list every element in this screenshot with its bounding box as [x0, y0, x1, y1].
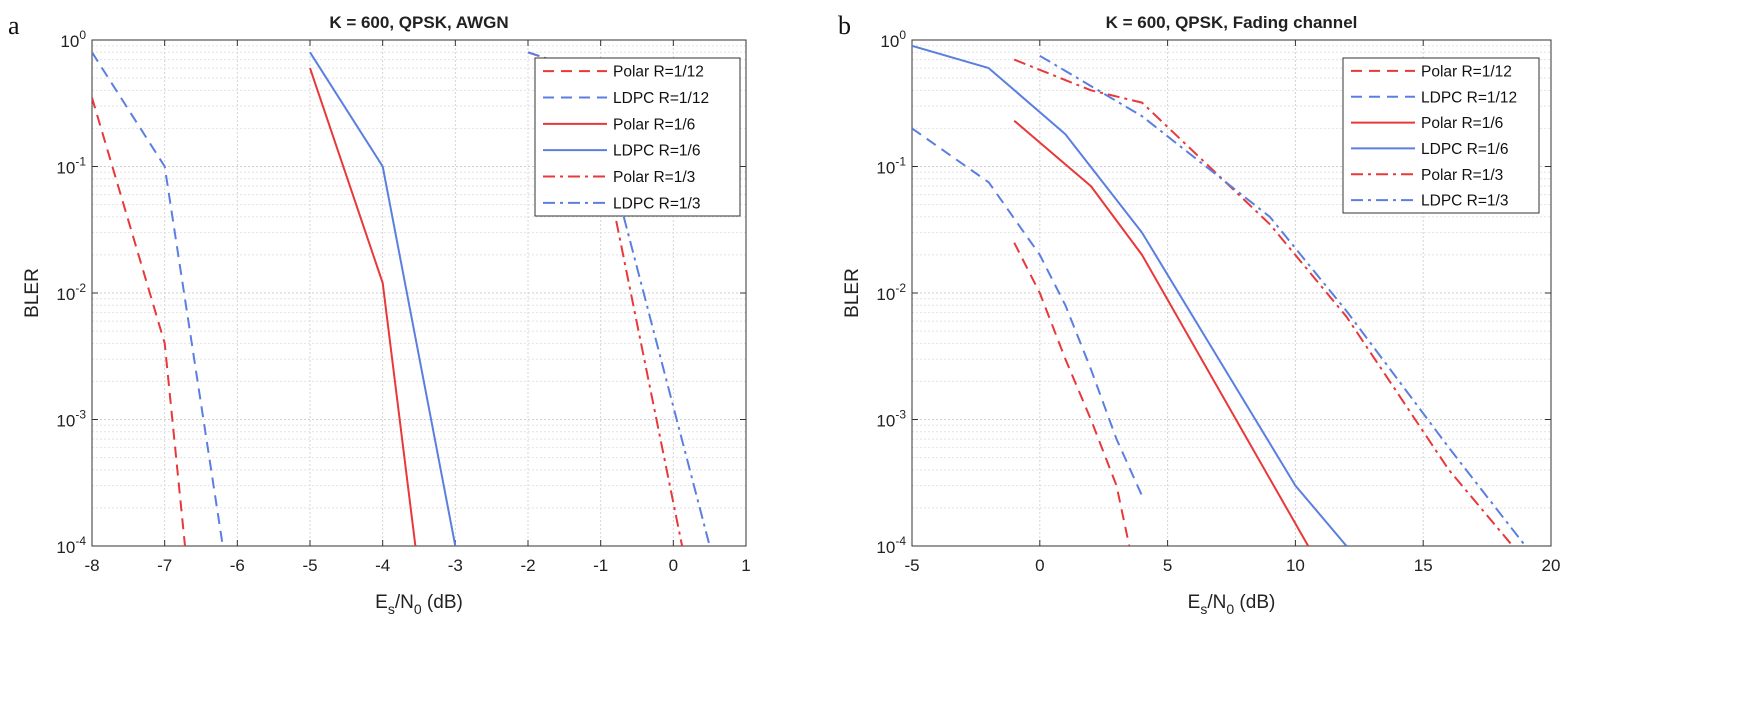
- y-tick-base: 10: [56, 538, 75, 557]
- legend-entry-label: Polar R=1/3: [613, 169, 695, 186]
- y-tick-exponent: -2: [895, 281, 906, 295]
- x-axis-label-xlabel-mid: /N: [395, 592, 414, 613]
- x-axis-label-xlabel-main: E: [1188, 592, 1201, 613]
- y-axis-label: BLER: [842, 268, 863, 318]
- y-tick-exponent: -1: [75, 155, 86, 169]
- y-tick-base: 10: [60, 32, 79, 51]
- x-tick-label: 1: [741, 556, 750, 575]
- x-tick-label: -1: [593, 556, 608, 575]
- y-tick-exponent: -4: [75, 534, 86, 548]
- series-line-polar-r-1-12: [92, 97, 186, 546]
- y-tick-label: 10-1: [876, 155, 906, 178]
- series-line-polar-r-1-6: [1013, 119, 1310, 546]
- y-tick-exponent: -3: [895, 408, 906, 422]
- y-tick-label: 100: [60, 28, 86, 51]
- y-tick-base: 10: [876, 159, 895, 178]
- x-tick-label: 15: [1414, 556, 1433, 575]
- x-tick-label: 10: [1286, 556, 1305, 575]
- y-tick-base: 10: [876, 285, 895, 304]
- x-tick-label: 5: [1163, 556, 1172, 575]
- x-tick-label: -8: [84, 556, 99, 575]
- legend-entry-label: Polar R=1/6: [613, 116, 695, 133]
- x-tick-label: 0: [1035, 556, 1044, 575]
- y-tick-base: 10: [880, 32, 899, 51]
- legend-entry-label: LDPC R=1/12: [613, 90, 709, 107]
- y-tick-label: 10-4: [56, 534, 86, 557]
- x-tick-label: -3: [448, 556, 463, 575]
- x-axis-label-xlabel-sub2: 0: [1226, 601, 1234, 617]
- series-line-ldpc-r-1-12: [912, 127, 1143, 497]
- series-line-polar-r-1-12: [1013, 242, 1131, 546]
- y-tick-exponent: 0: [79, 28, 86, 42]
- y-tick-base: 10: [876, 538, 895, 557]
- legend-entry-label: Polar R=1/6: [1421, 115, 1503, 132]
- legend: Polar R=1/12 LDPC R=1/12 Polar R=1/6 LDPC R…: [1342, 57, 1540, 214]
- x-axis-label-xlabel-tail: (dB): [1234, 592, 1275, 613]
- legend-box: [534, 57, 741, 217]
- legend-entry-label: LDPC R=1/6: [1421, 141, 1508, 158]
- series-line-polar-r-1-6: [309, 67, 417, 546]
- legend-entry-label: Polar R=1/12: [1421, 63, 1512, 80]
- y-tick-label: 10-3: [876, 408, 906, 431]
- y-tick-label: 10-4: [876, 534, 906, 557]
- chart-panel-a: a-8 -7 -6 -5 -4 -3 -2 -1 0 110010-110-210-310-4K …: [8, 11, 751, 617]
- panel-letter: b: [838, 11, 851, 40]
- x-tick-label: -7: [157, 556, 172, 575]
- x-tick-label: -6: [230, 556, 245, 575]
- y-tick-base: 10: [876, 412, 895, 431]
- y-tick-label: 10-3: [56, 408, 86, 431]
- series-line-ldpc-r-1-6: [309, 51, 457, 546]
- chart-title: K = 600, QPSK, AWGN: [329, 13, 508, 32]
- y-tick-base: 10: [56, 412, 75, 431]
- x-tick-label: -5: [302, 556, 317, 575]
- legend-box: [1342, 57, 1540, 214]
- x-tick-label: 20: [1542, 556, 1561, 575]
- x-tick-label: -5: [904, 556, 919, 575]
- y-tick-base: 10: [56, 159, 75, 178]
- x-axis-label-xlabel-sub: s: [1200, 601, 1207, 617]
- x-axis-label-xlabel-sub2: 0: [414, 601, 422, 617]
- y-tick-exponent: -2: [75, 281, 86, 295]
- y-tick-exponent: -1: [895, 155, 906, 169]
- series-line-polar-r-1-3: [1013, 58, 1514, 546]
- x-tick-label: -2: [520, 556, 535, 575]
- legend: Polar R=1/12 LDPC R=1/12 Polar R=1/6 LDPC R…: [534, 57, 741, 217]
- series-line-ldpc-r-1-3: [1039, 54, 1527, 546]
- y-axis-label: BLER: [22, 268, 43, 318]
- x-axis-label-xlabel-mid: /N: [1207, 592, 1226, 613]
- y-tick-label: 100: [880, 28, 906, 51]
- legend-entry-label: Polar R=1/12: [613, 64, 704, 81]
- legend-entry-label: LDPC R=1/12: [1421, 89, 1517, 106]
- x-tick-label: 0: [669, 556, 678, 575]
- y-tick-exponent: 0: [899, 28, 906, 42]
- series-line-ldpc-r-1-3: [527, 51, 711, 546]
- y-tick-exponent: -4: [895, 534, 906, 548]
- chart-title: K = 600, QPSK, Fading channel: [1106, 13, 1358, 32]
- series-line-ldpc-r-1-12: [92, 51, 224, 546]
- legend-entry-label: Polar R=1/3: [1421, 167, 1503, 184]
- series-line-ldpc-r-1-6: [912, 44, 1348, 546]
- x-tick-label: -4: [375, 556, 390, 575]
- legend-entry-label: LDPC R=1/3: [1421, 193, 1508, 210]
- y-tick-label: 10-1: [56, 155, 86, 178]
- x-axis-label: Es/N0 (dB): [375, 592, 463, 617]
- y-tick-exponent: -3: [75, 408, 86, 422]
- panel-letter: a: [8, 11, 20, 40]
- x-axis-label: Es/N0 (dB): [1188, 592, 1276, 617]
- x-axis-label-xlabel-sub: s: [388, 601, 395, 617]
- y-tick-label: 10-2: [56, 281, 86, 304]
- y-tick-label: 10-2: [876, 281, 906, 304]
- legend-entry-label: LDPC R=1/3: [613, 195, 700, 212]
- x-axis-label-xlabel-tail: (dB): [422, 592, 463, 613]
- x-axis-label-xlabel-main: E: [375, 592, 388, 613]
- series-group: [92, 51, 711, 546]
- legend-entry-label: LDPC R=1/6: [613, 143, 700, 160]
- series-group: [912, 44, 1527, 546]
- y-tick-base: 10: [56, 285, 75, 304]
